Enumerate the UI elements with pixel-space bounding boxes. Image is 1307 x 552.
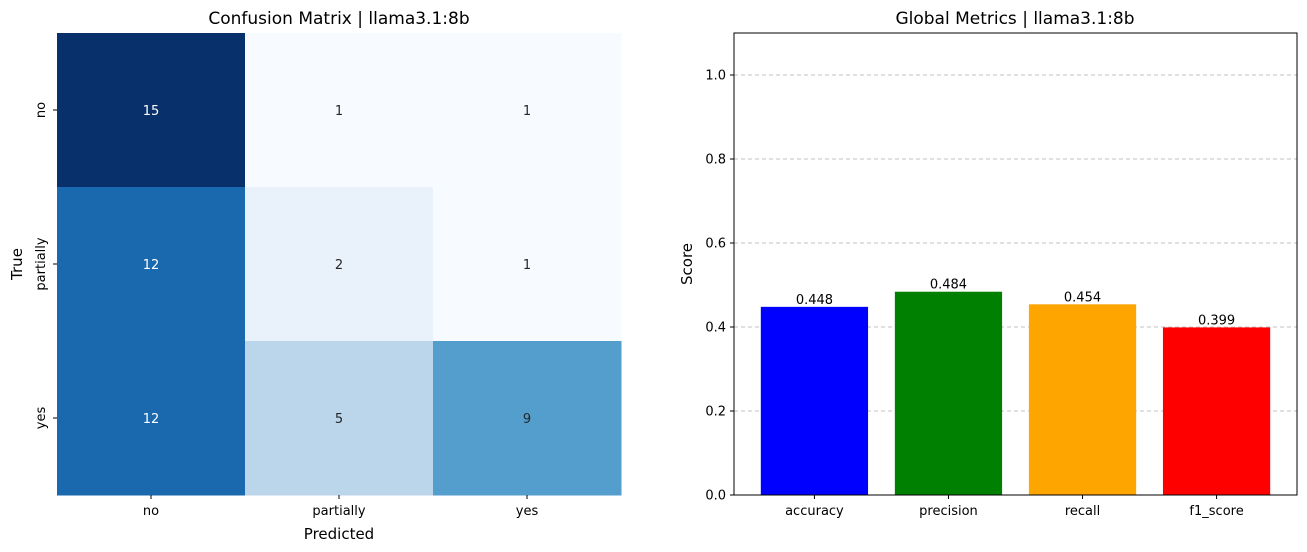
bar-y-ticks: 0.0 0.2 0.4 0.6 0.8 1.0 — [705, 69, 734, 504]
heatmap-cells: 15 1 1 12 2 1 12 5 9 — [57, 33, 622, 496]
bar-y-axis-label: Score — [678, 243, 696, 285]
bar-x-tick-label: precision — [919, 504, 978, 519]
heatmap-cell — [57, 187, 246, 342]
heatmap-cell — [433, 33, 622, 188]
heatmap-cell — [245, 341, 434, 496]
bar-value-label: 0.484 — [930, 278, 967, 293]
bar-y-tick-label: 0.6 — [705, 237, 726, 252]
bar-x-ticks: accuracy precision recall f1_score — [785, 495, 1244, 519]
bar-y-tick-label: 1.0 — [705, 69, 726, 84]
heatmap-cell-value: 1 — [335, 104, 343, 119]
heatmap-y-axis-label: True — [8, 248, 26, 281]
heatmap-y-tick-label: yes — [34, 407, 49, 430]
heatmap-cell — [433, 187, 622, 342]
bar-precision — [894, 291, 1003, 495]
heatmap-y-ticks: no partially yes — [34, 102, 57, 429]
bar-recall — [1028, 304, 1137, 495]
heatmap-x-ticks: no partially yes — [143, 495, 539, 519]
heatmap-cell-value: 1 — [523, 258, 531, 273]
heatmap-x-axis-label: Predicted — [304, 525, 374, 543]
heatmap-cell — [57, 33, 246, 188]
bar-chart-title: Global Metrics | llama3.1:8b — [895, 9, 1134, 29]
bar-x-tick-label: f1_score — [1189, 504, 1243, 519]
bar-value-label: 0.454 — [1064, 290, 1101, 305]
bar-value-label: 0.399 — [1198, 313, 1235, 328]
heatmap-cell-value: 9 — [523, 412, 531, 427]
heatmap-x-tick-label: no — [143, 504, 159, 519]
heatmap-title: Confusion Matrix | llama3.1:8b — [208, 9, 469, 29]
bar-y-tick-label: 0.2 — [705, 405, 726, 420]
bar-value-labels: 0.448 0.484 0.454 0.399 — [796, 278, 1235, 329]
bar-y-tick-label: 0.4 — [705, 321, 726, 336]
bar-y-tick-label: 0.8 — [705, 153, 726, 168]
heatmap-y-tick-label: no — [34, 102, 49, 118]
heatmap-cell-value: 12 — [143, 412, 160, 427]
bar-series — [760, 291, 1271, 495]
heatmap-cell-value: 12 — [143, 258, 160, 273]
heatmap-cell-value: 1 — [523, 104, 531, 119]
heatmap-cell-value: 15 — [143, 104, 160, 119]
heatmap-cell-value: 2 — [335, 258, 343, 273]
bar-y-tick-label: 0.0 — [705, 489, 726, 504]
confusion-matrix-panel: Confusion Matrix | llama3.1:8b 15 1 112 2 11… — [8, 9, 622, 543]
bar-axes-frame — [733, 32, 1298, 496]
heatmap-x-tick-label: partially — [312, 504, 365, 519]
global-metrics-panel: Global Metrics | llama3.1:8b 0.4480.4840… — [678, 9, 1298, 519]
bar-value-label: 0.448 — [796, 293, 833, 308]
heatmap-y-tick-label: partially — [34, 237, 49, 290]
bar-x-tick-label: accuracy — [785, 504, 844, 519]
bar-f1_score — [1162, 327, 1271, 495]
heatmap-cell — [245, 187, 434, 342]
heatmap-cell — [57, 341, 246, 496]
heatmap-cell — [433, 341, 622, 496]
heatmap-cell — [245, 33, 434, 188]
heatmap-cell-value: 5 — [335, 412, 343, 427]
bar-x-tick-label: recall — [1065, 504, 1100, 519]
bar-accuracy — [760, 306, 869, 495]
heatmap-x-tick-label: yes — [516, 504, 539, 519]
